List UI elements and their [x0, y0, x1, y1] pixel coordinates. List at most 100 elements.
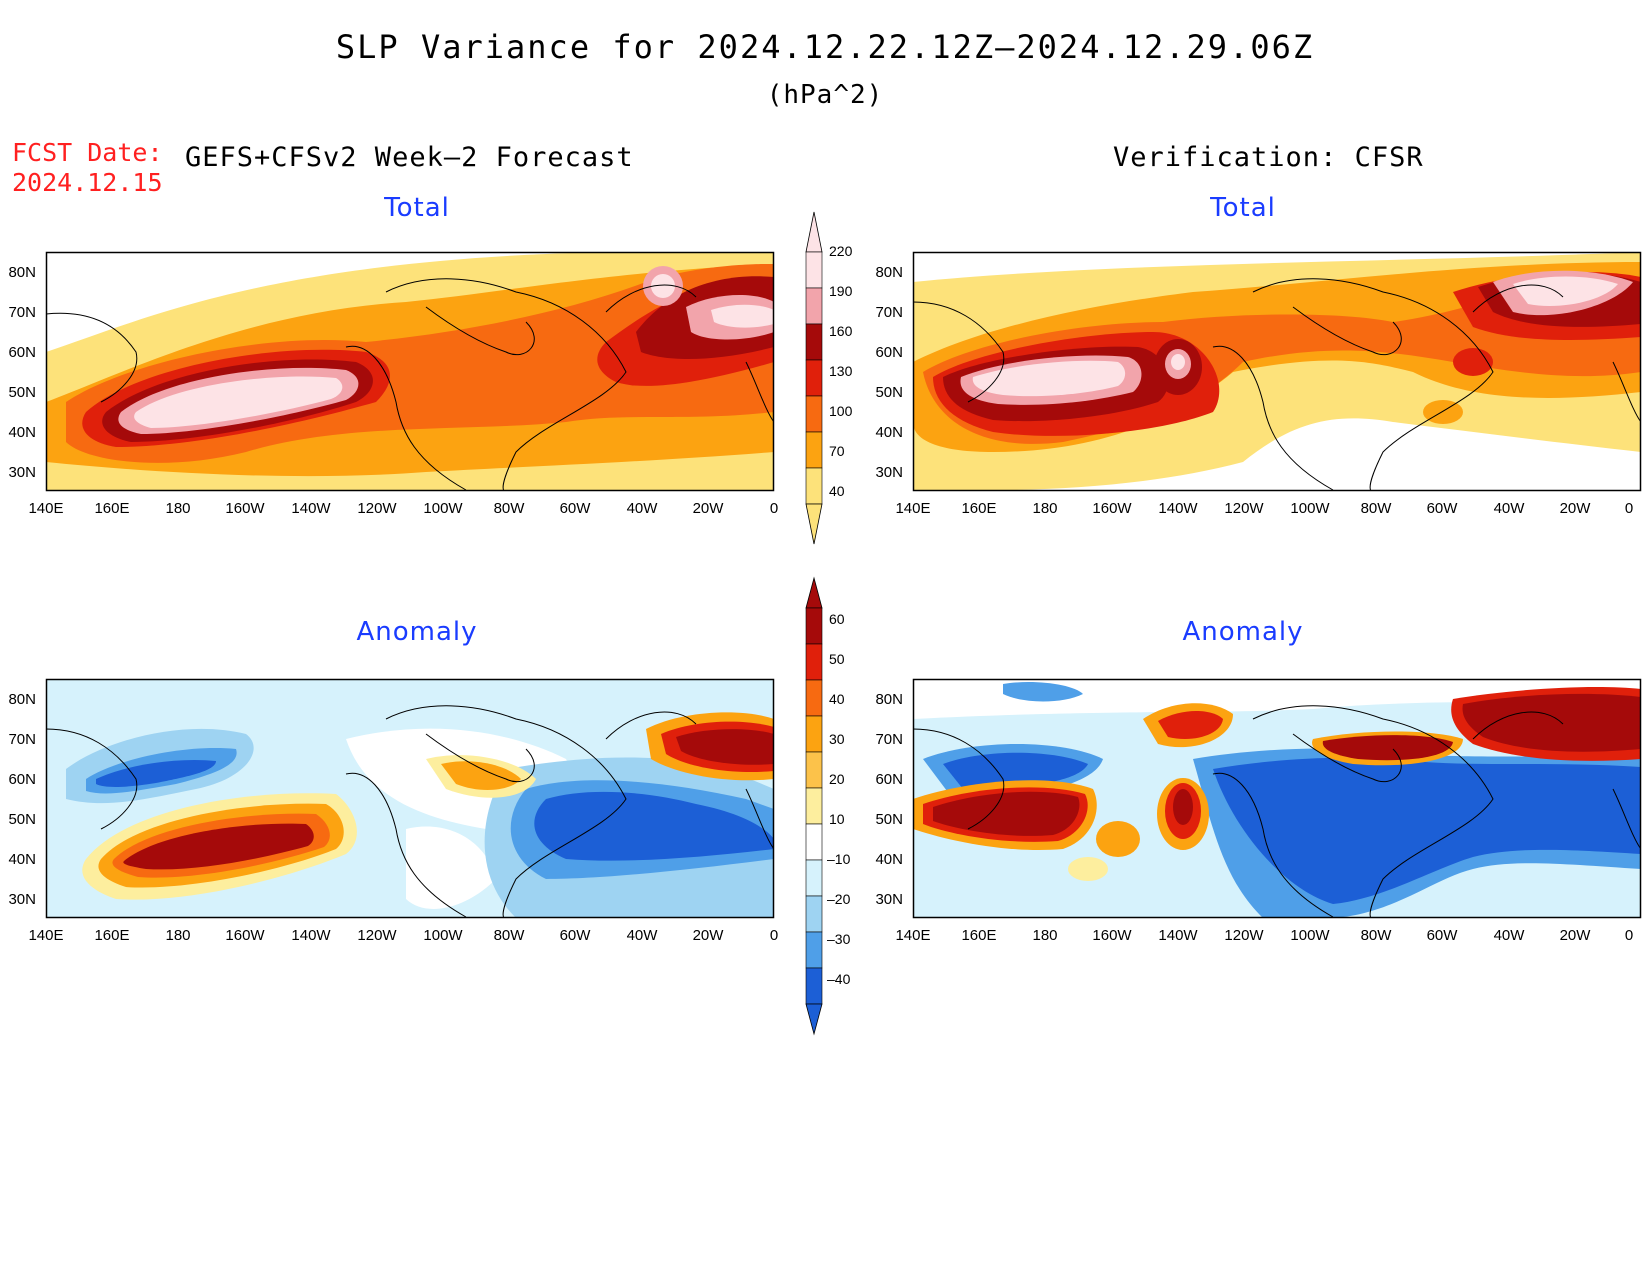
lat-label: 80N	[8, 691, 36, 708]
lon-label: 160W	[225, 927, 265, 944]
lat-label: 30N	[8, 464, 36, 481]
lat-label: 50N	[875, 811, 903, 828]
lon-label: 180	[1032, 500, 1058, 517]
fcst-date: FCST Date: 2024.12.15	[12, 138, 163, 198]
lat-label: 60N	[875, 771, 903, 788]
colorbar-anomaly-label: –30	[827, 931, 851, 947]
lon-label: 120W	[357, 500, 397, 517]
colorbar-segment	[805, 467, 823, 505]
lon-label: 160W	[1092, 500, 1132, 517]
colorbar-anomaly-label: –20	[827, 891, 851, 907]
colorbar-segment	[805, 359, 823, 397]
figure-title: SLP Variance for 2024.12.22.12Z–2024.12.…	[335, 28, 1315, 66]
lon-label: 140E	[895, 927, 931, 944]
colorbar-segment	[805, 287, 823, 325]
colorbar-cap-bottom	[805, 1003, 823, 1036]
colorbar-cap-top	[805, 576, 823, 609]
lon-label: 160W	[1092, 927, 1132, 944]
lon-label: 80W	[493, 500, 525, 517]
lon-label: 160E	[961, 500, 997, 517]
lon-label: 40W	[626, 500, 658, 517]
lat-label: 40N	[875, 424, 903, 441]
lat-label: 70N	[8, 304, 36, 321]
colorbar-total-label: 160	[829, 323, 853, 339]
lon-label: 140W	[291, 927, 331, 944]
lon-label: 140W	[1158, 927, 1198, 944]
lon-label: 180	[1032, 927, 1058, 944]
colorbar-segment	[805, 967, 823, 1005]
fcst-anomaly-map	[45, 678, 775, 919]
lat-label: 70N	[875, 304, 903, 321]
lon-label: 60W	[1426, 500, 1458, 517]
colorbar-segment	[805, 395, 823, 433]
lon-label: 140E	[28, 927, 64, 944]
lat-label: 60N	[8, 771, 36, 788]
lon-label: 120W	[1224, 500, 1264, 517]
lon-label: 20W	[692, 500, 724, 517]
colorbar-total-label: 70	[829, 443, 845, 459]
colorbar-segment	[805, 643, 823, 681]
verif-total-subtitle: Total	[1210, 193, 1276, 223]
lon-label: 60W	[1426, 927, 1458, 944]
lon-label: 80W	[493, 927, 525, 944]
lon-label: 100W	[423, 500, 463, 517]
lat-label: 30N	[875, 464, 903, 481]
lat-label: 80N	[875, 691, 903, 708]
colorbar-segment	[805, 251, 823, 289]
lon-label: 20W	[1559, 500, 1591, 517]
colorbar-segment	[805, 859, 823, 897]
colorbar-anomaly	[805, 576, 823, 1036]
colorbar-total	[805, 211, 823, 545]
colorbar-anomaly-label: 10	[829, 811, 845, 827]
lat-label: 60N	[875, 344, 903, 361]
lon-label: 160E	[94, 927, 130, 944]
colorbar-segment	[805, 323, 823, 361]
colorbar-anomaly-label: –40	[827, 971, 851, 987]
fcst-date-value: 2024.12.15	[12, 168, 163, 197]
verif-anomaly-map	[912, 678, 1642, 919]
lon-label: 40W	[626, 927, 658, 944]
lon-label: 120W	[357, 927, 397, 944]
lon-label: 140E	[28, 500, 64, 517]
forecast-header: GEFS+CFSv2 Week–2 Forecast	[185, 142, 634, 173]
lat-label: 30N	[875, 891, 903, 908]
fcst-anomaly-subtitle: Anomaly	[356, 617, 478, 647]
lon-label: 160E	[961, 927, 997, 944]
lon-label: 140W	[291, 500, 331, 517]
colorbar-total-label: 40	[829, 483, 845, 499]
lat-label: 60N	[8, 344, 36, 361]
lon-label: 120W	[1224, 927, 1264, 944]
colorbar-segment	[805, 895, 823, 933]
colorbar-total-label: 100	[829, 403, 853, 419]
verif-anomaly-subtitle: Anomaly	[1182, 617, 1304, 647]
lon-label: 140W	[1158, 500, 1198, 517]
colorbar-segment	[805, 931, 823, 969]
lat-label: 50N	[8, 384, 36, 401]
colorbar-segment	[805, 787, 823, 825]
colorbar-total-label: 130	[829, 363, 853, 379]
verification-header: Verification: CFSR	[1113, 142, 1424, 173]
colorbar-anomaly-label: –10	[827, 851, 851, 867]
fcst-total-subtitle: Total	[384, 193, 450, 223]
lon-label: 160E	[94, 500, 130, 517]
lat-label: 70N	[8, 731, 36, 748]
colorbar-segment	[805, 715, 823, 753]
lon-label: 0	[769, 927, 779, 944]
colorbar-segment	[805, 823, 823, 861]
colorbar-anomaly-label: 30	[829, 731, 845, 747]
colorbar-segment	[805, 431, 823, 469]
colorbar-cap-bottom	[805, 503, 823, 545]
colorbar-total-label: 190	[829, 283, 853, 299]
lat-label: 40N	[8, 851, 36, 868]
fcst-total-map	[45, 251, 775, 492]
colorbar-anomaly-label: 60	[829, 611, 845, 627]
lat-label: 50N	[875, 384, 903, 401]
lon-label: 20W	[692, 927, 724, 944]
colorbar-segment	[805, 751, 823, 789]
lon-label: 0	[769, 500, 779, 517]
colorbar-anomaly-label: 40	[829, 691, 845, 707]
lat-label: 30N	[8, 891, 36, 908]
lon-label: 40W	[1493, 927, 1525, 944]
colorbar-segment	[805, 679, 823, 717]
lon-label: 160W	[225, 500, 265, 517]
